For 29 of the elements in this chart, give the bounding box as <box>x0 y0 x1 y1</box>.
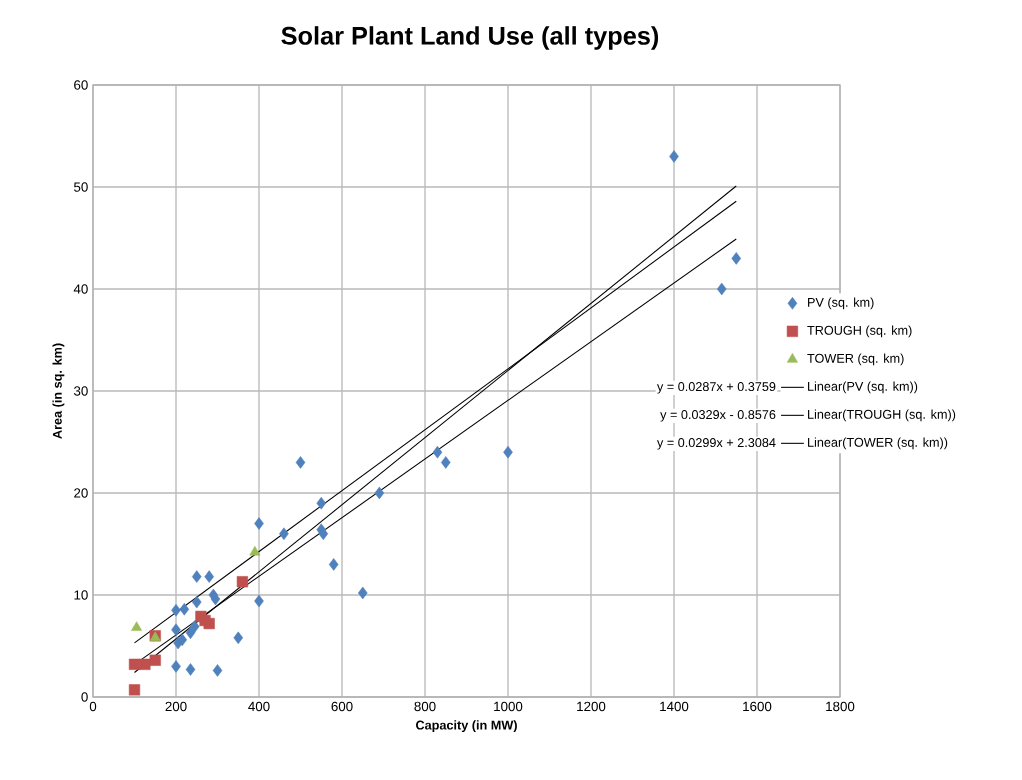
y-tick-label: 40 <box>73 284 88 294</box>
x-tick-label: 800 <box>414 701 436 712</box>
y-tick-label: 30 <box>73 386 88 396</box>
annotation: y = 0.0287x + 0.3759 <box>656 382 776 394</box>
x-axis-title: Capacity (in MW) <box>416 720 517 733</box>
x-tick-label: 1200 <box>577 701 606 712</box>
y-tick-label: 20 <box>74 488 88 498</box>
annotation: y = 0.0329x - 0.8576 <box>660 410 776 422</box>
chart-title: Solar Plant Land Use (all types) <box>281 26 659 50</box>
x-tick-label: 1000 <box>494 701 523 712</box>
legend-label: Linear(PV (sq. km)) <box>808 381 918 394</box>
x-tick-label: 1600 <box>743 701 772 712</box>
y-axis-title: Area (in sq. km) <box>52 343 65 439</box>
x-tick-label: 400 <box>248 701 270 712</box>
x-tick-label: 200 <box>165 701 187 712</box>
x-tick-label: 1400 <box>660 701 689 712</box>
y-tick-label: 50 <box>74 182 88 192</box>
legend-label: Linear(TOWER (sq. km)) <box>808 437 948 450</box>
x-tick-label: 600 <box>331 701 353 712</box>
x-tick-label: 1800 <box>826 701 855 712</box>
x-tick-label: 0 <box>89 701 97 712</box>
y-tick-label: 10 <box>74 590 88 600</box>
legend-label: TROUGH (sq. km) <box>807 325 912 338</box>
legend-label: TOWER (sq. km) <box>807 353 904 366</box>
y-tick-label: 60 <box>74 80 88 90</box>
annotation: y = 0.0299x + 2.3084 <box>656 438 776 450</box>
legend-label: Linear(TROUGH (sq. km)) <box>808 409 956 422</box>
y-tick-label: 0 <box>81 692 88 702</box>
legend-label: PV (sq. km) <box>808 297 874 310</box>
